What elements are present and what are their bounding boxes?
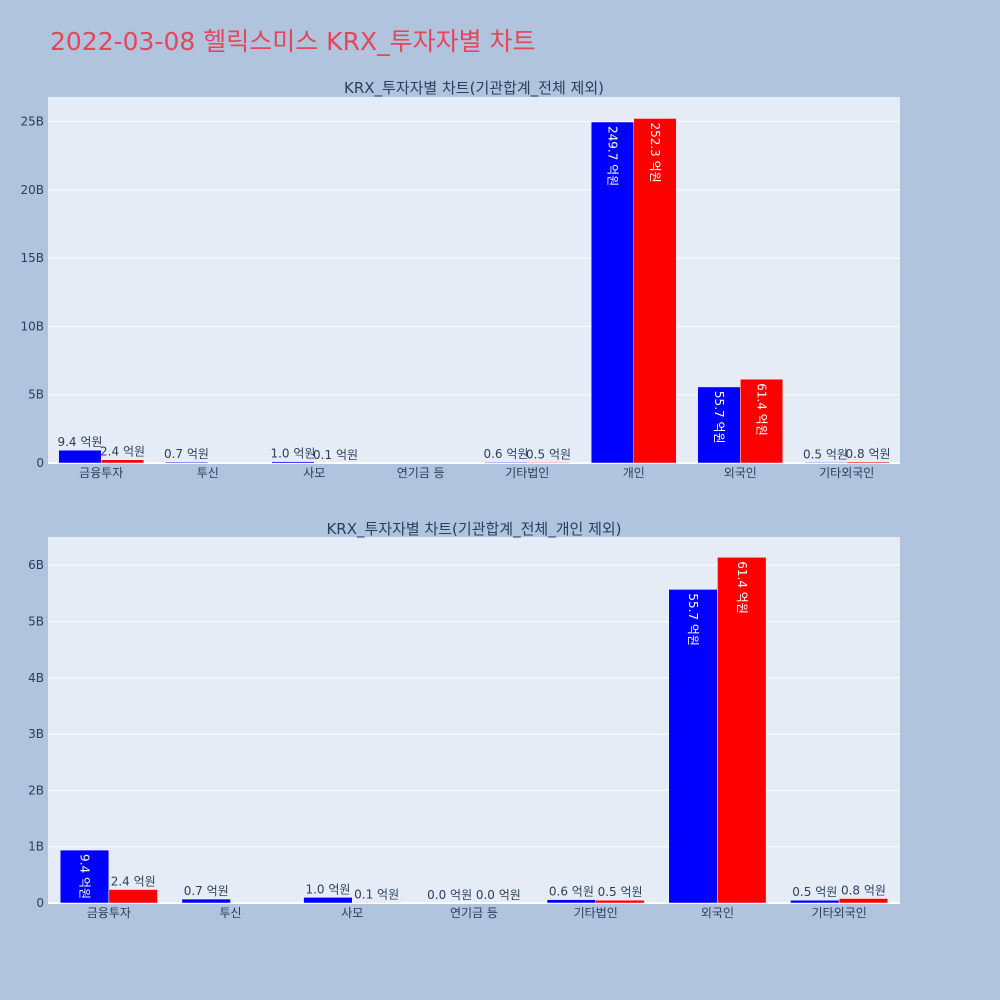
bar-top-s0-c5 — [590, 121, 635, 464]
bar-bottom-s0-c4 — [546, 899, 596, 904]
bar-label: 0.6 억원 — [483, 447, 528, 461]
bar-label: 0.5 억원 — [598, 885, 643, 899]
y-tick-label: 15B — [20, 251, 44, 265]
y-tick-label: 0 — [36, 456, 44, 470]
bar-top-s1-c6 — [740, 378, 784, 464]
x-tick-label: 연기금 등 — [450, 906, 498, 920]
bar-top-s0-c6 — [697, 386, 741, 464]
y-tick-label: 5B — [28, 388, 44, 402]
y-tick-label: 6B — [28, 558, 44, 572]
bar-label: 1.0 억원 — [270, 447, 315, 461]
page-title: 2022-03-08 헬릭스미스 KRX_투자자별 차트 — [50, 27, 536, 56]
y-tick-label: 3B — [28, 727, 44, 741]
x-tick-label: 기타법인 — [574, 906, 618, 920]
bar-label: 55.7 억원 — [712, 391, 726, 444]
x-tick-label: 기타외국인 — [819, 466, 874, 480]
bar-top-s0-c4 — [484, 461, 528, 464]
x-tick-label: 기타외국인 — [812, 906, 867, 920]
bar-top-s0-c1 — [164, 461, 208, 464]
bar-label: 9.4 억원 — [57, 435, 102, 449]
bar-label: 252.3 억원 — [648, 122, 662, 182]
bar-top-s1-c0 — [101, 459, 145, 464]
x-tick-label: 외국인 — [701, 906, 734, 920]
y-tick-label: 5B — [28, 614, 44, 628]
y-tick-label: 10B — [20, 319, 44, 333]
chart-title: KRX_투자자별 차트(기관합계_전체_개인 제외) — [326, 520, 621, 539]
chart-top: 0 5B 10B 15B 20B 25B KRX_투자자별 차트(기관합계_전체 제외) 금융… — [20, 79, 900, 480]
x-tick-label: 사모 — [303, 466, 325, 480]
bar-bottom-s1-c4 — [595, 899, 645, 904]
bar-label: 0.8 억원 — [841, 883, 886, 897]
chart-bottom: 0 1B 2B 3B 4B 5B 6B KRX_투자자별 차트(기관합계_전체_개인 제외) 금… — [28, 520, 900, 920]
bar-bottom-s1-c6 — [838, 898, 889, 904]
bar-label: 2.4 억원 — [111, 874, 156, 888]
y-tick-label: 0 — [36, 896, 44, 910]
bar-bottom-s1-c0 — [108, 889, 158, 904]
bar-label: 61.4 억원 — [755, 383, 769, 436]
x-tick-label: 연기금 등 — [397, 466, 445, 480]
y-tick-label: 20B — [20, 183, 44, 197]
x-tick-label: 기타법인 — [505, 466, 549, 480]
x-tick-label: 외국인 — [724, 466, 757, 480]
bar-top-s0-c2 — [271, 461, 315, 464]
bar-label: 249.7 억원 — [605, 126, 619, 186]
x-tick-label: 사모 — [341, 906, 363, 920]
bar-top-s0-c0 — [58, 449, 102, 464]
bar-label: 0.5 억원 — [803, 447, 848, 461]
bar-top-s1-c5 — [633, 118, 677, 464]
x-tick-label: 투신 — [197, 466, 219, 480]
bar-bottom-s0-c2 — [303, 897, 353, 904]
bar-label: 61.4 억원 — [735, 561, 749, 614]
bar-label: 0.5 억원 — [792, 885, 837, 899]
chart-title: KRX_투자자별 차트(기관합계_전체 제외) — [344, 79, 604, 98]
bar-label: 9.4 억원 — [78, 854, 92, 899]
bar-top-s1-c7 — [846, 461, 890, 464]
bar-bottom-s1-c5 — [717, 557, 767, 904]
bar-label: 0.7 억원 — [184, 884, 229, 898]
x-tick-label: 금융투자 — [87, 906, 131, 920]
y-tick-label: 2B — [28, 783, 44, 797]
bar-label: 0.8 억원 — [846, 447, 891, 461]
bar-bottom-s0-c5 — [668, 589, 718, 904]
bar-label: 0.0 억원 — [476, 888, 521, 902]
bar-bottom-s0-c0 — [59, 849, 110, 904]
bar-top-s0-c7 — [803, 462, 848, 464]
bar-label: 55.7 억원 — [686, 593, 700, 646]
plot-area — [48, 537, 900, 903]
bar-top-s1-c4 — [527, 462, 571, 464]
bar-label: 1.0 억원 — [305, 882, 350, 896]
x-tick-label: 개인 — [623, 466, 645, 480]
bar-bottom-s0-c6 — [790, 899, 840, 904]
x-tick-label: 투신 — [220, 906, 242, 920]
bar-label: 0.0 억원 — [427, 888, 472, 902]
y-tick-label: 4B — [28, 671, 44, 685]
x-tick-label: 금융투자 — [79, 466, 123, 480]
bar-bottom-s1-c2 — [352, 902, 402, 904]
bar-label: 0.6 억원 — [549, 885, 594, 899]
y-tick-label: 25B — [20, 115, 44, 129]
bar-label: 0.7 억원 — [164, 447, 209, 461]
bar-label: 0.1 억원 — [354, 887, 399, 901]
bar-bottom-s0-c1 — [181, 898, 231, 904]
bar-label: 0.1 억원 — [313, 448, 358, 462]
bar-label: 0.5 억원 — [526, 447, 571, 461]
y-tick-label: 1B — [28, 840, 44, 854]
bar-label: 2.4 억원 — [100, 445, 145, 459]
